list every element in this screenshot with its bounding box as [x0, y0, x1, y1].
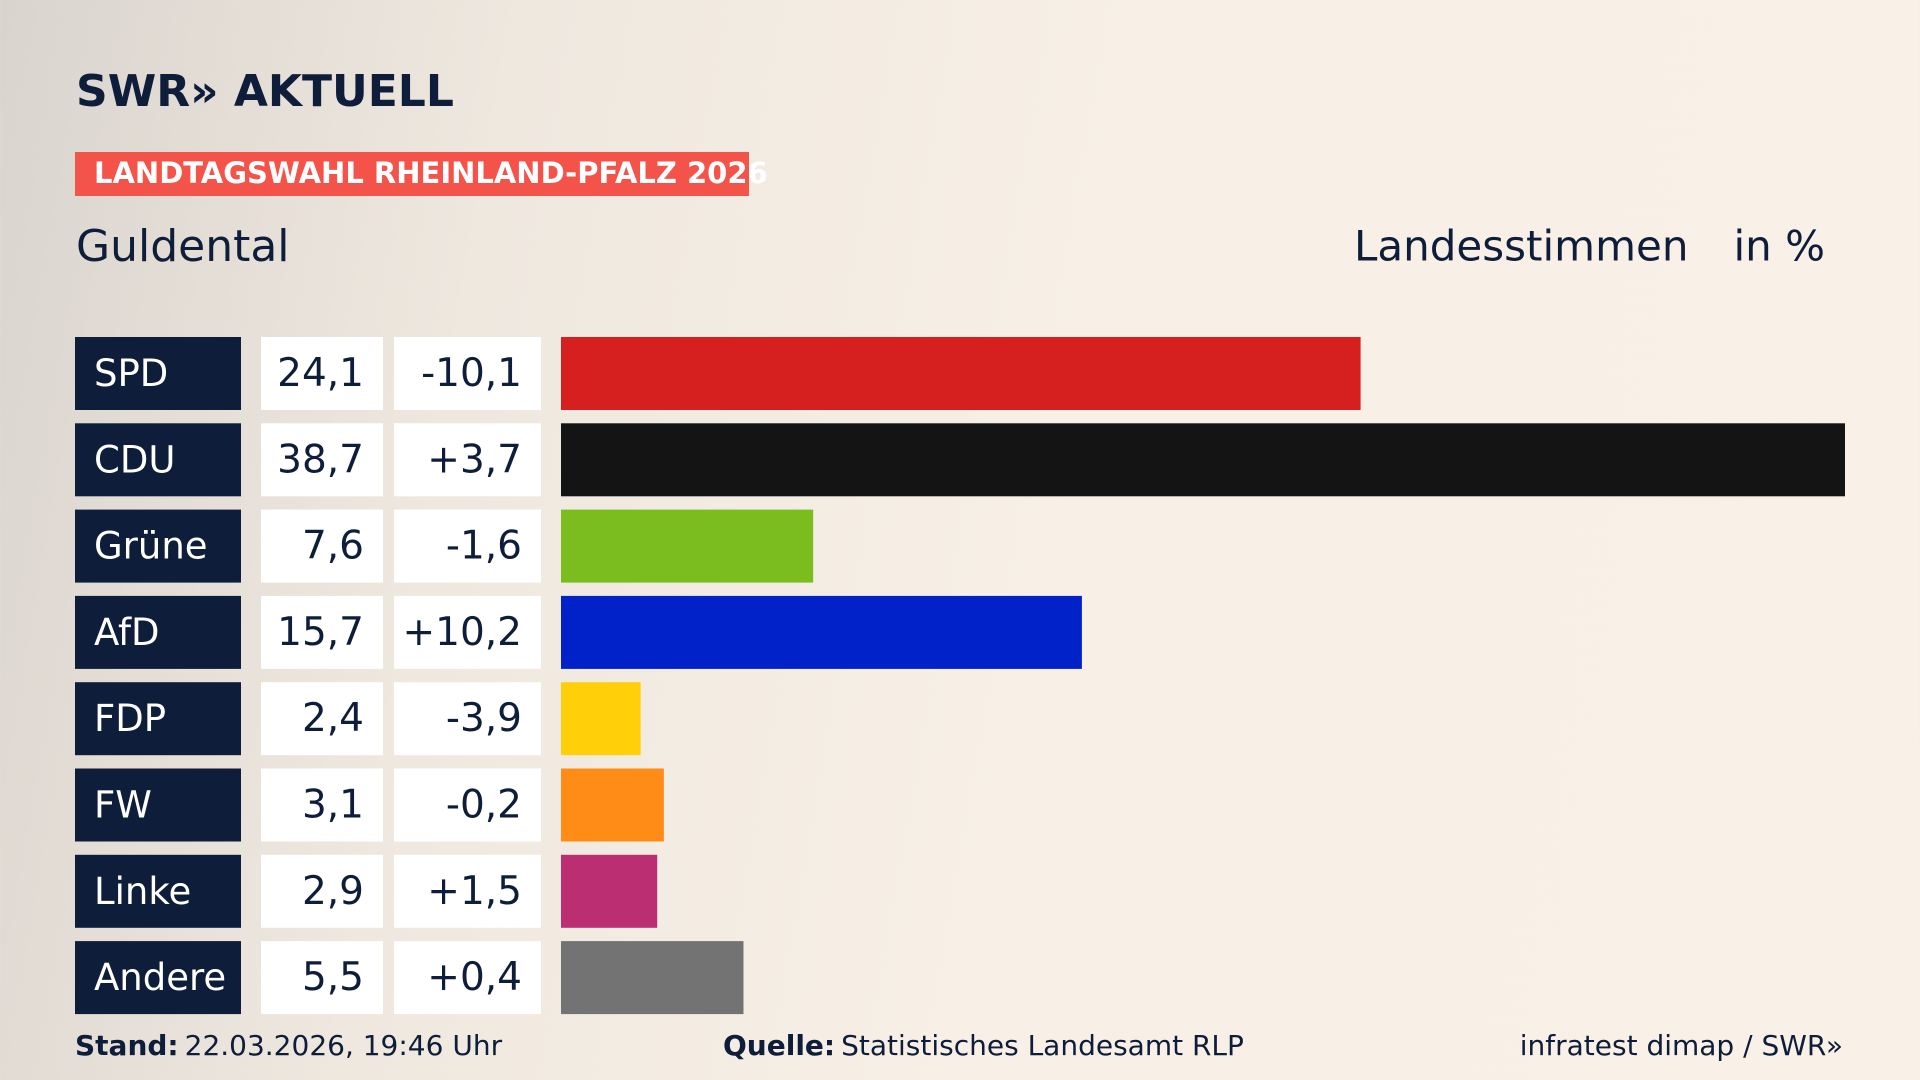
value-cell: [261, 854, 383, 928]
party-cell: [75, 337, 241, 410]
value-cell: [261, 509, 383, 583]
value-cell: [261, 595, 383, 669]
value-label: 24,1: [277, 351, 364, 396]
bar: [561, 682, 641, 756]
banner: LANDTAGSWAHL RHEINLAND-PFALZ 2026: [94, 156, 768, 190]
party-label: CDU: [94, 438, 175, 481]
party-cell: [75, 682, 241, 756]
change-cell: [394, 854, 541, 928]
change-cell: [394, 595, 541, 669]
bar: [561, 768, 664, 842]
party-label: FW: [94, 784, 152, 827]
change-cell: [394, 768, 541, 842]
unit-heading: in %: [1733, 222, 1825, 271]
party-label: Grüne: [94, 525, 208, 568]
party-cell: [75, 423, 241, 497]
change-label: -3,9: [446, 696, 522, 741]
value-heading: Landesstimmen: [1354, 222, 1688, 271]
party-label: Linke: [94, 870, 191, 913]
footer-source-label: Quelle:: [723, 1029, 835, 1062]
party-cell: [75, 854, 241, 928]
party-cell: [75, 768, 241, 842]
bar: [561, 337, 1361, 410]
bar: [561, 509, 814, 583]
party-cell: [75, 941, 241, 1015]
party-cell: [75, 595, 241, 669]
brand-logo: SWR» AKTUELL: [76, 66, 454, 117]
footer-date: Stand: 22.03.2026, 19:46 Uhr: [75, 1029, 503, 1062]
change-label: -0,2: [446, 783, 522, 828]
value-label: 2,4: [302, 696, 364, 741]
footer-credit: infratest dimap / SWR»: [1520, 1029, 1843, 1062]
change-cell: [394, 337, 541, 410]
bar: [561, 854, 658, 928]
bar: [561, 941, 744, 1015]
party-label: Andere: [94, 956, 226, 999]
value-label: 15,7: [277, 610, 364, 655]
value-cell: [261, 337, 383, 410]
party-cell: [75, 509, 241, 583]
value-label: 38,7: [277, 437, 364, 482]
value-cell: [261, 768, 383, 842]
footer-date-value: 22.03.2026, 19:46 Uhr: [185, 1029, 503, 1062]
value-cell: [261, 941, 383, 1015]
banner-bg: [75, 152, 749, 196]
value-label: 3,1: [302, 783, 364, 828]
value-label: 7,6: [302, 524, 364, 569]
change-label: +0,4: [427, 955, 522, 1000]
value-cell: [261, 682, 383, 756]
party-label: AfD: [94, 611, 160, 654]
footer-source: Quelle: Statistisches Landesamt RLP: [723, 1029, 1244, 1062]
change-label: -1,6: [446, 524, 522, 569]
change-label: +1,5: [427, 869, 522, 914]
change-cell: [394, 423, 541, 497]
value-label: 2,9: [302, 869, 364, 914]
chart-title: Guldental: [76, 221, 290, 272]
change-label: +10,2: [402, 610, 522, 655]
bar: [561, 595, 1082, 669]
change-label: +3,7: [427, 437, 522, 482]
party-label: SPD: [94, 352, 168, 395]
party-label: FDP: [94, 697, 166, 740]
change-cell: [394, 682, 541, 756]
footer-source-value: Statistisches Landesamt RLP: [841, 1029, 1244, 1062]
bar: [561, 423, 1845, 497]
value-label: 5,5: [302, 955, 364, 1000]
change-cell: [394, 509, 541, 583]
change-cell: [394, 941, 541, 1015]
value-cell: [261, 423, 383, 497]
change-label: -10,1: [421, 351, 522, 396]
footer-date-label: Stand:: [75, 1029, 179, 1062]
